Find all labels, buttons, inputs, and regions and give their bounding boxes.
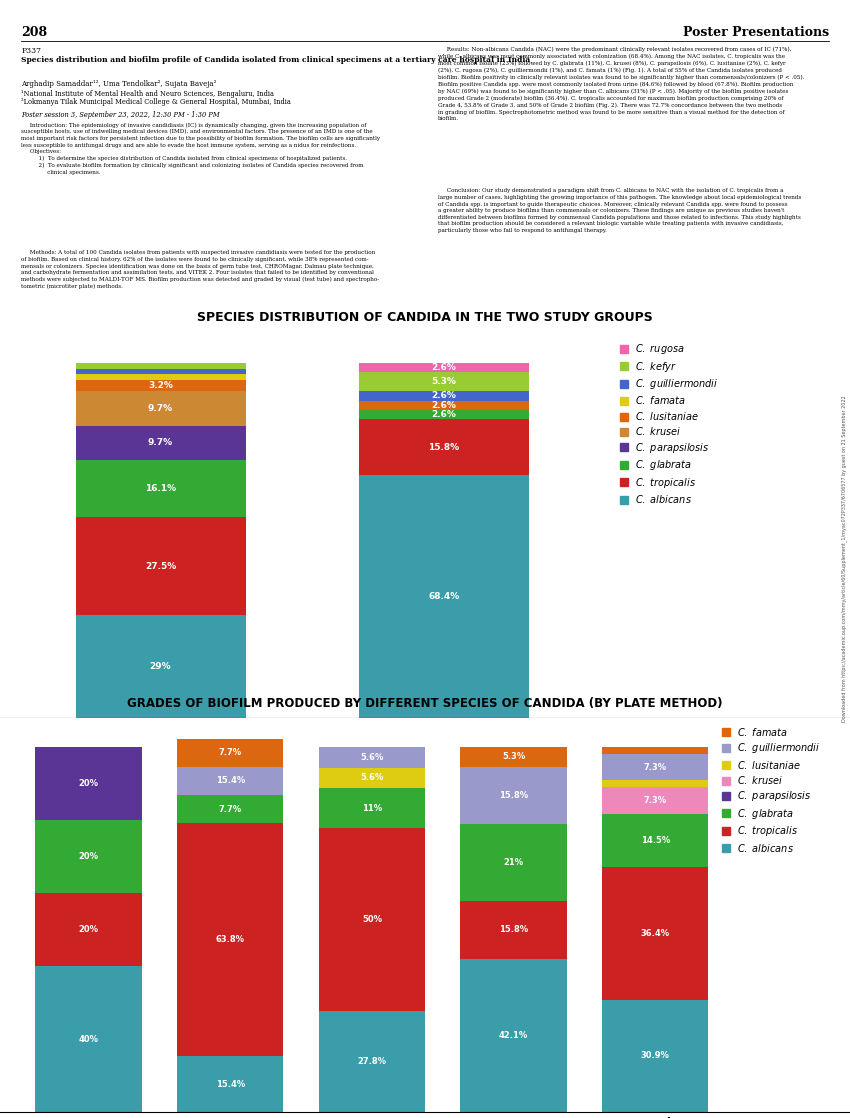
- Text: 5.6%: 5.6%: [360, 752, 383, 762]
- Text: 5.6%: 5.6%: [360, 774, 383, 783]
- Bar: [76, 375, 246, 380]
- Bar: [319, 747, 425, 768]
- Text: 9.7%: 9.7%: [148, 404, 173, 413]
- Bar: [602, 754, 708, 780]
- Bar: [76, 380, 246, 391]
- Bar: [76, 391, 246, 426]
- Text: Results: Non-albicans Candida (NAC) were the predominant clinically relevant iso: Results: Non-albicans Candida (NAC) were…: [438, 47, 804, 121]
- Bar: [461, 901, 567, 958]
- Bar: [359, 400, 529, 410]
- Text: 7.7%: 7.7%: [218, 748, 241, 757]
- Text: 36.4%: 36.4%: [641, 929, 670, 938]
- Text: 68.4%: 68.4%: [428, 593, 460, 601]
- Text: 15.4%: 15.4%: [216, 1080, 245, 1089]
- Text: 15.8%: 15.8%: [499, 790, 528, 799]
- Text: 208: 208: [21, 27, 48, 39]
- Bar: [36, 893, 142, 966]
- Text: 7.3%: 7.3%: [643, 762, 666, 771]
- Bar: [359, 419, 529, 475]
- Bar: [177, 795, 283, 823]
- Text: 20%: 20%: [78, 779, 99, 788]
- Bar: [359, 363, 529, 372]
- Text: 42.1%: 42.1%: [499, 1031, 528, 1040]
- Text: 2.6%: 2.6%: [432, 391, 456, 400]
- Text: 20%: 20%: [78, 926, 99, 935]
- Text: Poster session 3, September 23, 2022, 12:30 PM - 1:30 PM: Poster session 3, September 23, 2022, 12…: [21, 111, 220, 119]
- Text: 5.3%: 5.3%: [502, 752, 525, 761]
- Bar: [177, 1057, 283, 1112]
- Text: 16.1%: 16.1%: [145, 484, 176, 493]
- Bar: [461, 824, 567, 901]
- Bar: [177, 767, 283, 795]
- Text: 30.9%: 30.9%: [641, 1052, 670, 1061]
- Text: 63.8%: 63.8%: [216, 935, 245, 945]
- Bar: [76, 461, 246, 518]
- Text: Conclusion: Our study demonstrated a paradigm shift from C. albicans to NAC with: Conclusion: Our study demonstrated a par…: [438, 188, 801, 233]
- Text: 15.8%: 15.8%: [428, 443, 460, 452]
- Bar: [461, 958, 567, 1112]
- Text: Arghadip Samaddar¹², Uma Tendolkar², Sujata Baveja²: Arghadip Samaddar¹², Uma Tendolkar², Suj…: [21, 80, 217, 88]
- Text: Methods: A total of 100 Candida isolates from patients with suspected invasive c: Methods: A total of 100 Candida isolates…: [21, 250, 379, 290]
- Text: 2.6%: 2.6%: [432, 363, 456, 372]
- Bar: [36, 747, 142, 821]
- Bar: [36, 821, 142, 893]
- Text: 11%: 11%: [362, 804, 382, 813]
- Bar: [76, 518, 246, 615]
- Text: Introduction: The epidemiology of invasive candidiasis (IC) is dynamically chang: Introduction: The epidemiology of invasi…: [21, 122, 380, 174]
- Bar: [76, 369, 246, 375]
- Text: 7.7%: 7.7%: [218, 805, 241, 814]
- Text: 27.8%: 27.8%: [357, 1058, 387, 1067]
- Bar: [36, 966, 142, 1112]
- Bar: [319, 768, 425, 788]
- Text: 2.6%: 2.6%: [432, 410, 456, 419]
- Bar: [76, 426, 246, 461]
- Title: SPECIES DISTRIBUTION OF CANDIDA IN THE TWO STUDY GROUPS: SPECIES DISTRIBUTION OF CANDIDA IN THE T…: [197, 311, 653, 323]
- Text: 2.6%: 2.6%: [432, 400, 456, 409]
- Bar: [177, 823, 283, 1057]
- Legend: $\it{C.}$ $\it{famata}$, $\it{C.}$ $\it{guilliermondii}$, $\it{C.}$ $\it{lusitan: $\it{C.}$ $\it{famata}$, $\it{C.}$ $\it{…: [719, 723, 824, 856]
- Bar: [602, 787, 708, 814]
- Text: ¹National Institute of Mental Health and Neuro Sciences, Bengaluru, India: ¹National Institute of Mental Health and…: [21, 89, 275, 98]
- Text: 27.5%: 27.5%: [145, 561, 176, 570]
- Bar: [359, 475, 529, 718]
- Text: Species distribution and biofilm profile of Candida isolated from clinical speci: Species distribution and biofilm profile…: [21, 57, 530, 65]
- Text: 29%: 29%: [150, 662, 172, 671]
- Text: 15.8%: 15.8%: [499, 926, 528, 935]
- Bar: [177, 739, 283, 767]
- Bar: [359, 372, 529, 391]
- Bar: [319, 1011, 425, 1112]
- Bar: [602, 747, 708, 754]
- Text: 7.3%: 7.3%: [643, 796, 666, 805]
- Text: 20%: 20%: [78, 852, 99, 861]
- Bar: [602, 999, 708, 1112]
- Bar: [319, 828, 425, 1011]
- Text: Downloaded from https://academic.oup.com/mmy/article/60/Supplement_1/myac072P337: Downloaded from https://academic.oup.com…: [842, 396, 847, 722]
- Text: P337: P337: [21, 47, 42, 55]
- Legend: $\it{C.}$ $\it{rugosa}$, $\it{C.}$ $\it{kefyr}$, $\it{C.}$ $\it{guilliermondii}$: $\it{C.}$ $\it{rugosa}$, $\it{C.}$ $\it{…: [617, 340, 722, 508]
- Bar: [359, 410, 529, 419]
- Bar: [602, 814, 708, 866]
- Text: 9.7%: 9.7%: [148, 438, 173, 447]
- Text: 50%: 50%: [362, 915, 382, 925]
- Bar: [602, 780, 708, 787]
- Bar: [461, 767, 567, 824]
- Bar: [461, 747, 567, 767]
- Bar: [319, 788, 425, 828]
- Bar: [76, 615, 246, 718]
- Title: GRADES OF BIOFILM PRODUCED BY DIFFERENT SPECIES OF CANDIDA (BY PLATE METHOD): GRADES OF BIOFILM PRODUCED BY DIFFERENT …: [128, 697, 722, 710]
- Bar: [76, 363, 246, 369]
- Text: 3.2%: 3.2%: [148, 381, 173, 390]
- Text: 15.4%: 15.4%: [216, 777, 245, 786]
- Text: 5.3%: 5.3%: [432, 378, 456, 387]
- Text: 14.5%: 14.5%: [641, 835, 670, 844]
- Text: 40%: 40%: [78, 1035, 99, 1044]
- Text: ²Lokmanya Tilak Municipal Medical College & General Hospital, Mumbai, India: ²Lokmanya Tilak Municipal Medical Colleg…: [21, 97, 291, 106]
- Bar: [359, 391, 529, 400]
- Bar: [602, 866, 708, 999]
- Text: 21%: 21%: [503, 859, 524, 868]
- Text: Poster Presentations: Poster Presentations: [683, 27, 829, 39]
